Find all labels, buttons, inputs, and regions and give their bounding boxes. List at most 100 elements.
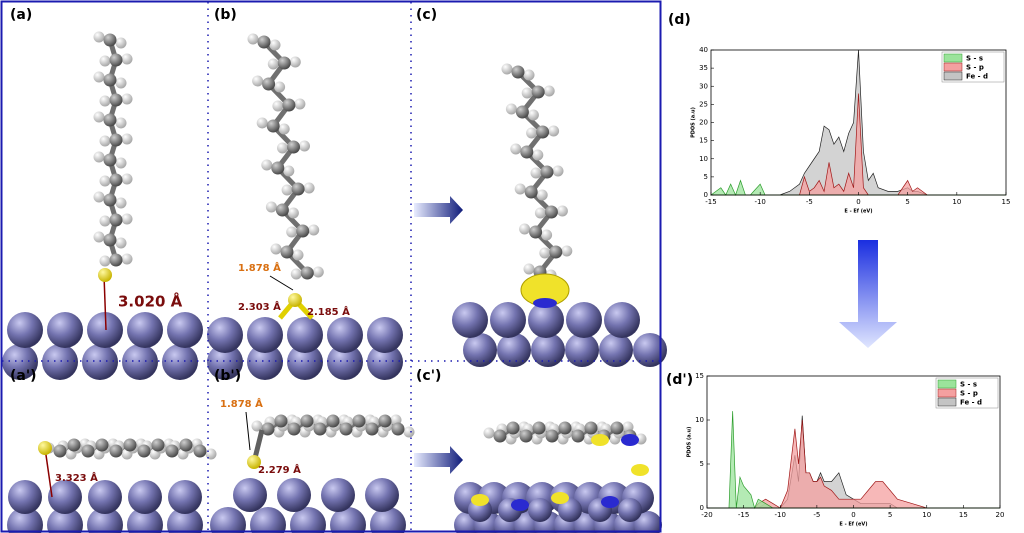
h-atom bbox=[252, 76, 263, 87]
x-tick-label: 10 bbox=[952, 198, 961, 206]
charge-density bbox=[621, 434, 639, 446]
y-tick-label: 0 bbox=[704, 191, 708, 199]
legend-label: Fe - d bbox=[966, 73, 988, 81]
h-atom bbox=[261, 160, 272, 171]
h-atom bbox=[506, 104, 517, 115]
h-atom bbox=[524, 264, 535, 275]
h-atom bbox=[270, 40, 281, 51]
c-atom bbox=[54, 445, 67, 458]
bond bbox=[45, 448, 52, 497]
h-atom bbox=[519, 224, 530, 235]
h-atom bbox=[94, 112, 105, 123]
c-atom bbox=[124, 439, 137, 452]
arrow bbox=[414, 196, 463, 224]
h-atom bbox=[532, 150, 543, 161]
h-atom bbox=[290, 57, 301, 68]
c-atom bbox=[549, 246, 562, 259]
c-atom bbox=[110, 174, 123, 187]
fe-atom bbox=[233, 478, 267, 512]
x-tick-label: 15 bbox=[1002, 198, 1011, 206]
h-atom bbox=[528, 110, 539, 121]
legend-swatch bbox=[944, 72, 962, 80]
h-atom bbox=[271, 244, 282, 255]
distance-label: 1.878 Å bbox=[220, 397, 263, 410]
h-atom bbox=[541, 230, 552, 241]
h-atom bbox=[277, 143, 288, 154]
x-tick-label: -5 bbox=[806, 198, 813, 206]
fe-atom bbox=[277, 478, 311, 512]
legend-swatch bbox=[938, 398, 956, 406]
c-atom bbox=[104, 234, 117, 247]
h-atom bbox=[484, 428, 495, 439]
c-atom bbox=[327, 415, 340, 428]
y-tick-label: 20 bbox=[699, 119, 708, 127]
c-atom bbox=[379, 415, 392, 428]
c-atom bbox=[110, 94, 123, 107]
h-atom bbox=[100, 176, 111, 187]
fe-atom bbox=[8, 480, 42, 514]
legend-swatch bbox=[938, 380, 956, 388]
c-atom bbox=[287, 141, 300, 154]
h-atom bbox=[283, 166, 294, 177]
h-atom bbox=[291, 269, 302, 280]
x-tick-label: -5 bbox=[813, 511, 820, 519]
c-atom bbox=[166, 445, 179, 458]
h-atom bbox=[282, 185, 293, 196]
distance-label: 3.323 Å bbox=[55, 471, 98, 484]
c-atom bbox=[110, 214, 123, 227]
h-atom bbox=[531, 168, 542, 179]
fe-atom bbox=[162, 344, 198, 380]
c-atom bbox=[525, 186, 538, 199]
panel-label: (d') bbox=[666, 372, 693, 388]
arrow bbox=[839, 240, 897, 348]
c-atom bbox=[152, 439, 165, 452]
panel-label: (a') bbox=[10, 368, 37, 384]
distance-label: 2.303 Å bbox=[238, 300, 281, 313]
y-tick-label: 5 bbox=[700, 460, 704, 468]
h-atom bbox=[502, 64, 513, 75]
fe-atom bbox=[497, 333, 531, 367]
c-atom bbox=[110, 134, 123, 147]
h-atom bbox=[510, 144, 521, 155]
h-atom bbox=[116, 38, 127, 49]
panel-label: (a) bbox=[10, 7, 32, 23]
h-atom bbox=[279, 124, 290, 135]
fe-atom bbox=[48, 480, 82, 514]
pointer bbox=[270, 276, 293, 290]
fe-atom bbox=[599, 333, 633, 367]
legend-swatch bbox=[944, 54, 962, 62]
h-atom bbox=[100, 256, 111, 267]
pointer bbox=[246, 412, 250, 450]
h-atom bbox=[94, 72, 105, 83]
c-atom bbox=[278, 57, 291, 70]
arrow bbox=[414, 446, 463, 474]
c-atom bbox=[282, 99, 295, 112]
h-atom bbox=[539, 248, 550, 259]
h-atom bbox=[286, 227, 297, 238]
legend-label: S - p bbox=[966, 64, 984, 72]
fe-atom bbox=[47, 312, 83, 348]
c-atom bbox=[301, 415, 314, 428]
fe-atom bbox=[42, 344, 78, 380]
y-tick-label: 25 bbox=[699, 100, 708, 108]
c-atom bbox=[104, 114, 117, 127]
c-atom bbox=[296, 225, 309, 238]
c-atom bbox=[138, 445, 151, 458]
legend-label: S - p bbox=[960, 390, 978, 398]
y-tick-label: 15 bbox=[699, 137, 708, 145]
x-tick-label: 5 bbox=[888, 511, 892, 519]
h-atom bbox=[294, 99, 305, 110]
c-atom bbox=[611, 422, 624, 435]
h-atom bbox=[206, 449, 217, 460]
h-atom bbox=[553, 166, 564, 177]
h-atom bbox=[561, 246, 572, 257]
c-atom bbox=[516, 106, 529, 119]
h-atom bbox=[272, 101, 283, 112]
c-atom bbox=[110, 445, 123, 458]
pdos-area bbox=[711, 94, 1006, 196]
c-atom bbox=[262, 78, 275, 91]
c-atom bbox=[353, 415, 366, 428]
c-atom bbox=[545, 206, 558, 219]
y-tick-label: 0 bbox=[700, 504, 704, 512]
c-atom bbox=[180, 439, 193, 452]
